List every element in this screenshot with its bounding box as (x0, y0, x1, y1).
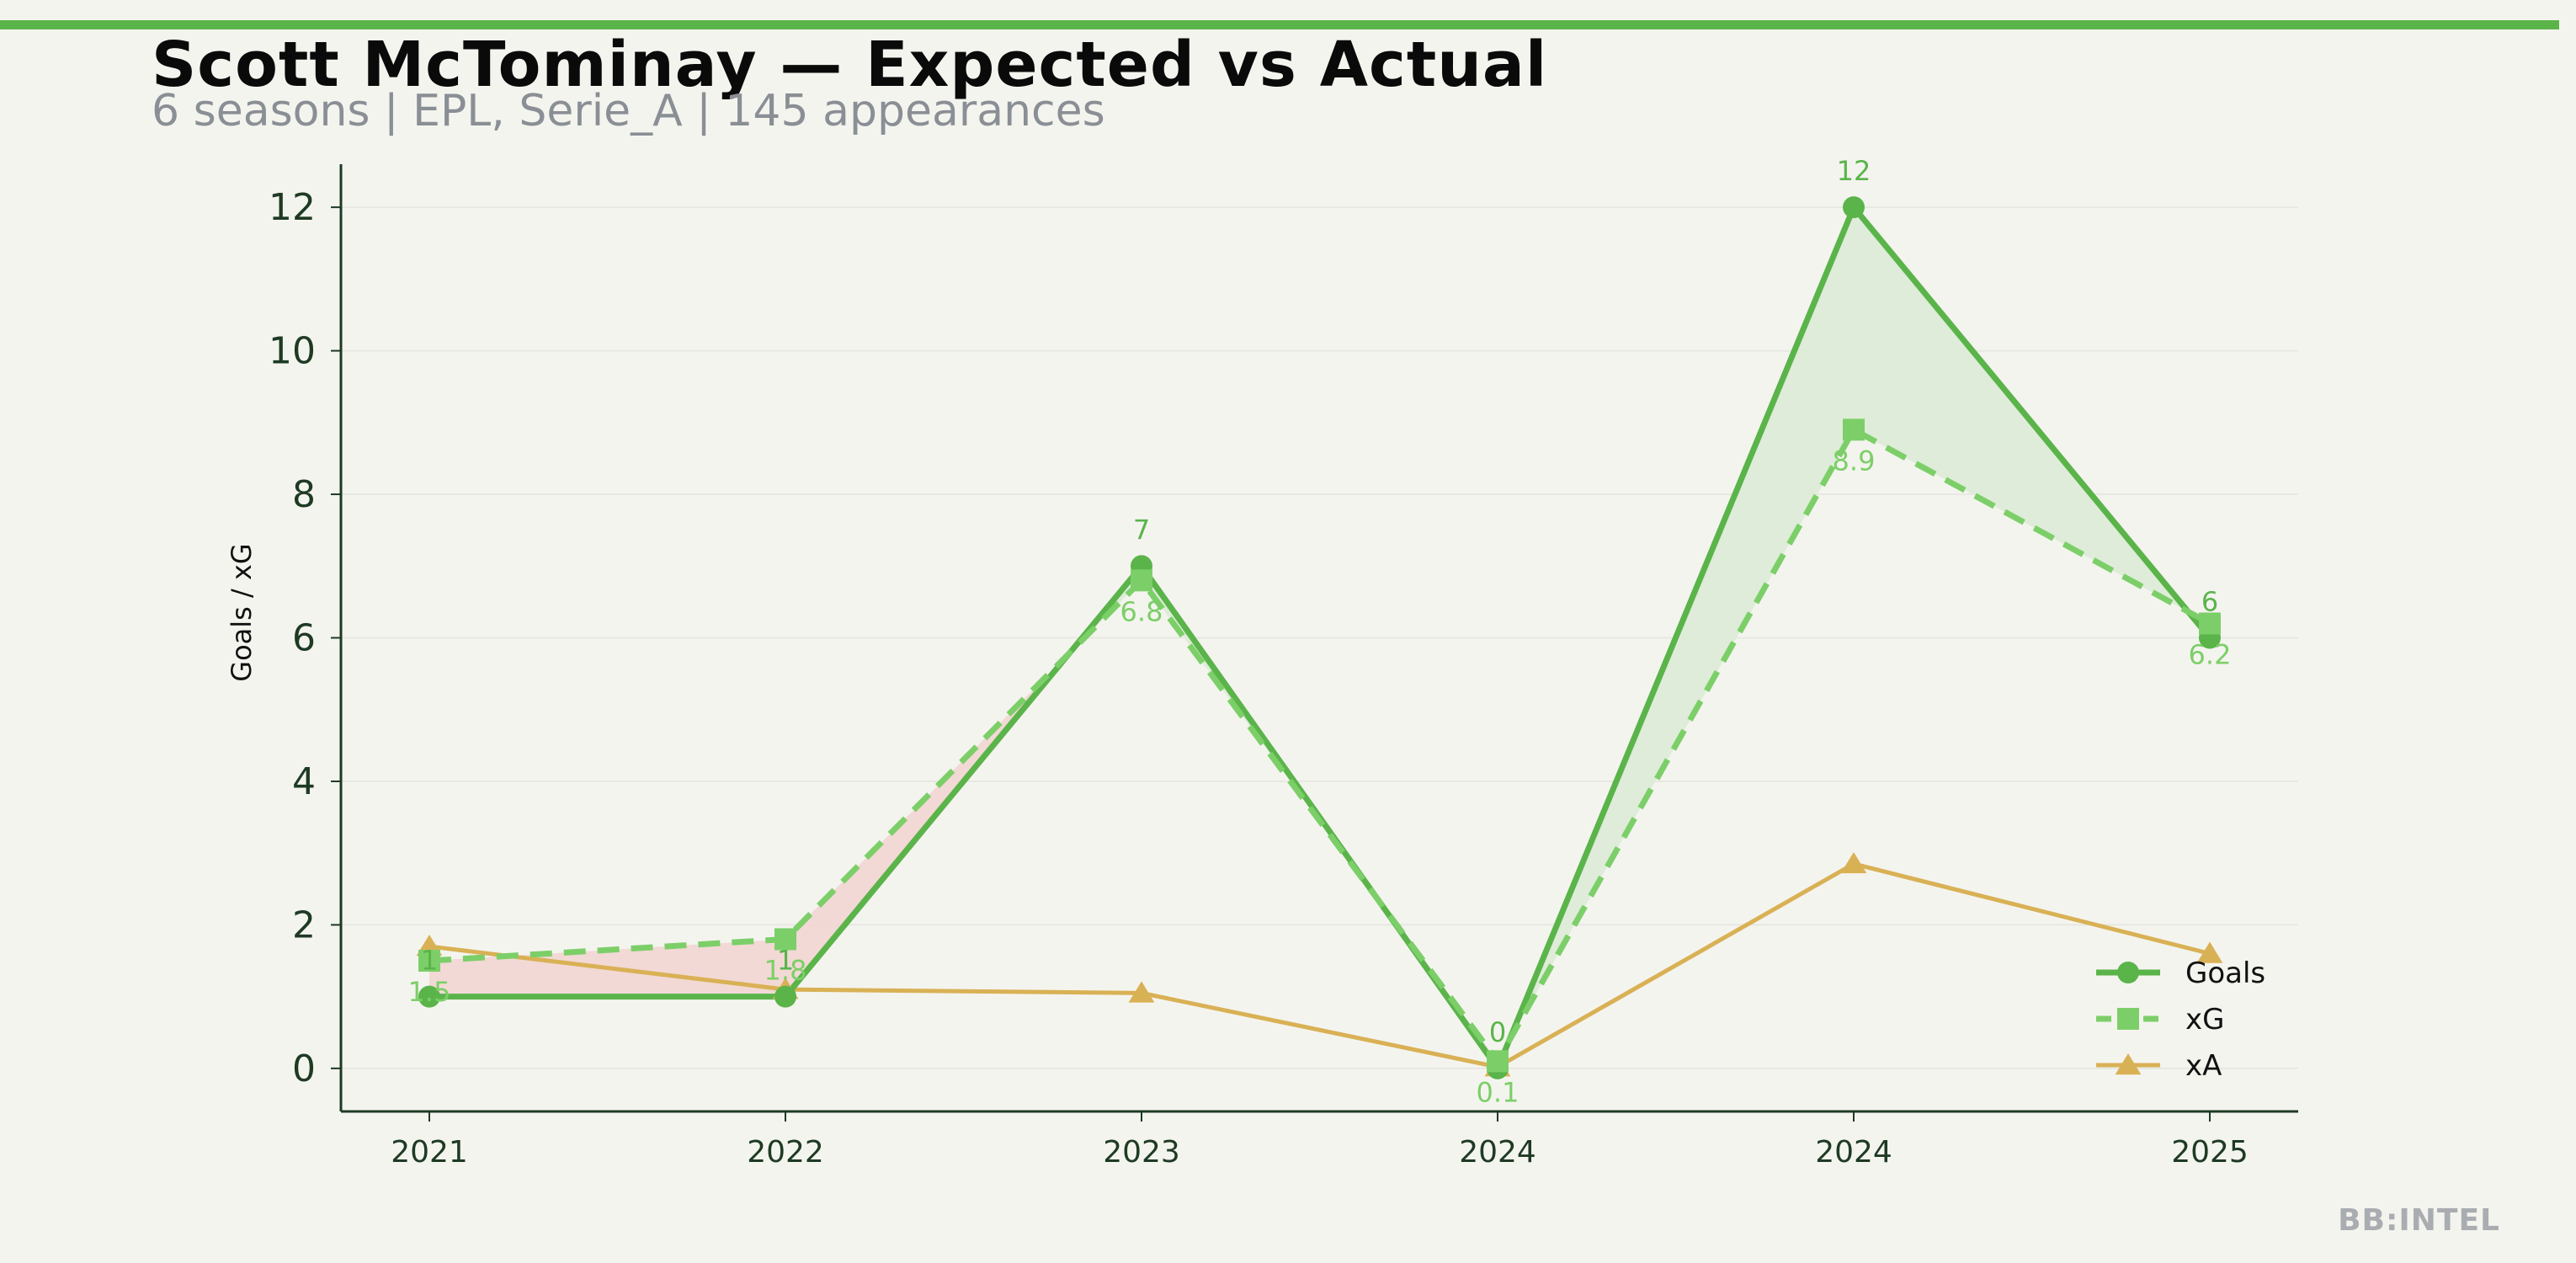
xG-point (2199, 612, 2221, 635)
accent-top-bar (0, 20, 2559, 29)
goals-data-label: 0 (1489, 1016, 1506, 1048)
goals-data-label: 12 (1837, 155, 1871, 187)
xG-point (418, 950, 440, 973)
brand-watermark: BB:INTEL (2338, 1203, 2500, 1238)
x-tick-label: 2025 (2171, 1135, 2249, 1170)
series-line-xA (428, 861, 2211, 1069)
goals-data-label: 7 (1133, 514, 1150, 546)
series-line-xG (428, 425, 2211, 1067)
xG-data-label: 1.8 (764, 954, 807, 986)
y-tick-label: 6 (292, 617, 316, 660)
xG-point (774, 928, 796, 951)
goals-data-label: 1 (421, 945, 438, 977)
series-markers (416, 196, 2223, 1079)
goals-point (774, 985, 796, 1008)
legend-marker-xA (2115, 1053, 2142, 1075)
goals-point (1843, 196, 1865, 219)
y-tick-label: 12 (269, 186, 316, 229)
goals-data-label: 1 (777, 945, 794, 977)
y-tick-label: 8 (292, 473, 316, 516)
legend-marker-xG (2117, 1008, 2139, 1030)
y-tick-label: 0 (292, 1047, 316, 1090)
xA-point (1128, 981, 1155, 1003)
legend: Goals xG xA (2096, 957, 2265, 1083)
x-tick-label: 2021 (391, 1135, 468, 1170)
xG-point (1843, 418, 1865, 441)
xA-point (1840, 851, 1867, 874)
xG-data-label: 0.1 (1477, 1076, 1520, 1108)
legend-label-xG: xG (2185, 1003, 2224, 1037)
y-tick-label: 4 (292, 760, 316, 803)
y-tick-label: 10 (269, 330, 316, 373)
legend-label-Goals: Goals (2185, 957, 2265, 990)
goals-point (418, 985, 440, 1008)
xG-point (1487, 1050, 1509, 1073)
xG-data-label: 6.2 (2189, 638, 2232, 670)
y-axis-label: Goals / xG (226, 543, 258, 681)
grid-lines (341, 206, 2298, 1069)
xA-point (2196, 941, 2223, 963)
chart-subtitle: 6 seasons | EPL, Serie_A | 145 appearanc… (152, 86, 1105, 136)
chart-title: Scott McTominay — Expected vs Actual (152, 29, 1548, 101)
x-tick-label: 2024 (1815, 1135, 1892, 1170)
xG-data-label: 1.5 (408, 976, 451, 1008)
legend-label-xA: xA (2185, 1049, 2222, 1083)
x-tick-label: 2024 (1459, 1135, 1536, 1170)
x-tick-label: 2022 (747, 1135, 824, 1170)
x-tick-label: 2023 (1103, 1135, 1180, 1170)
y-tick-label: 2 (292, 903, 316, 946)
legend-marker-Goals (2117, 962, 2139, 983)
xG-point (1131, 569, 1152, 592)
series-lines (428, 201, 2212, 1075)
xG-data-label: 6.8 (1120, 595, 1163, 627)
data-labels: 1 1 7 0 12 6 1.5 1.8 6.8 0.1 8.9 6.2 (408, 155, 2232, 1108)
xG-data-label: 8.9 (1833, 445, 1876, 477)
goals-data-label: 6 (2201, 586, 2218, 618)
